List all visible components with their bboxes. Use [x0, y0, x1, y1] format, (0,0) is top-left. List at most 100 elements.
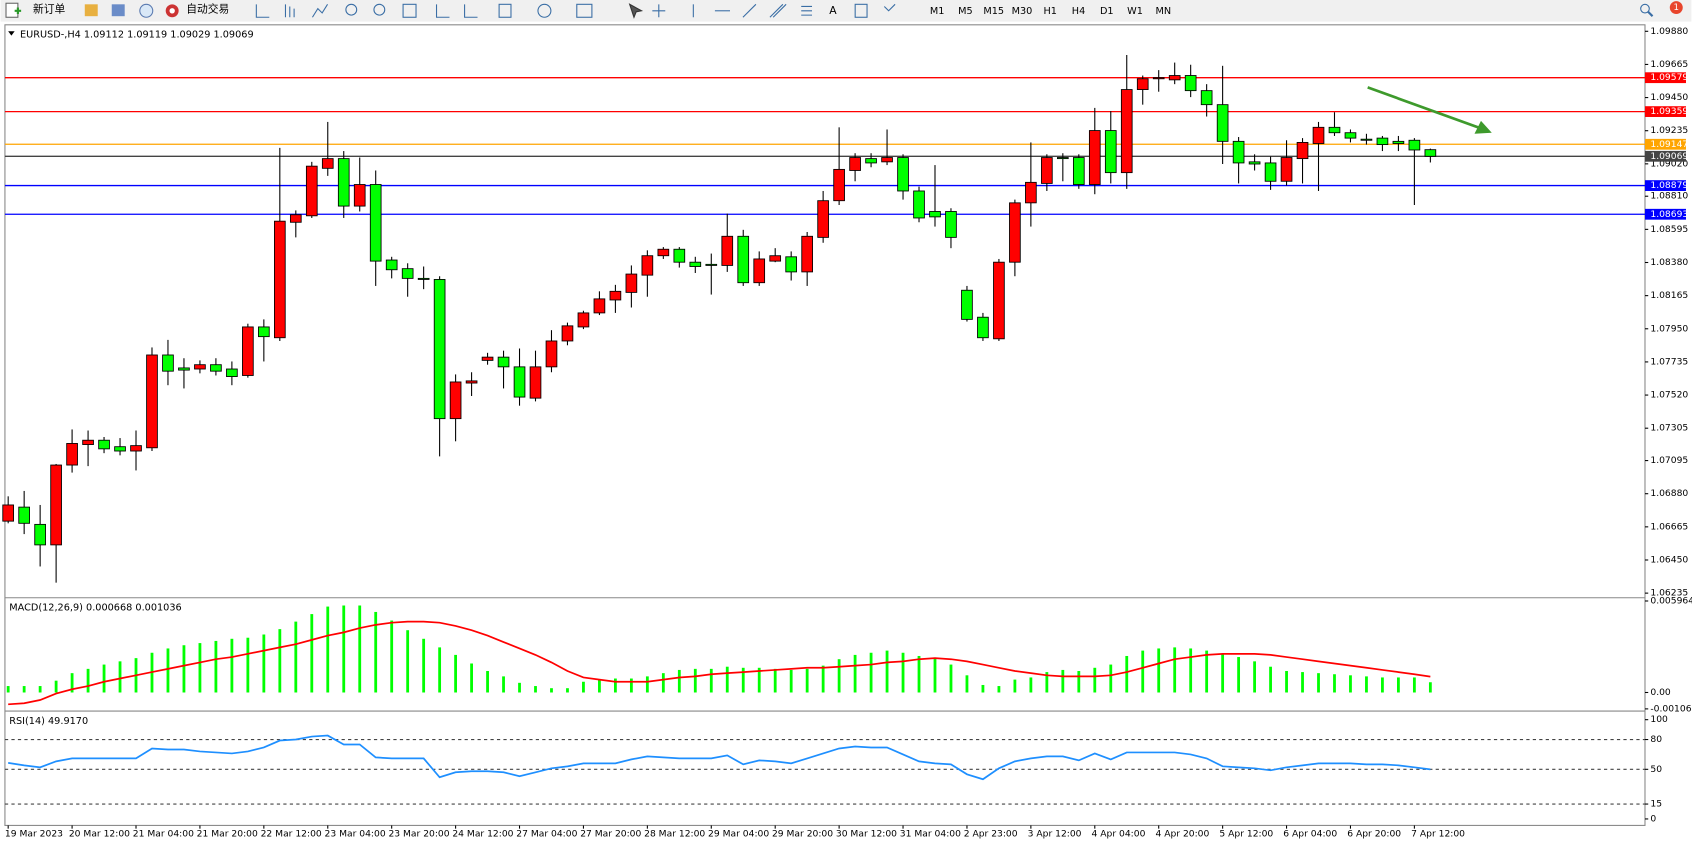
candle-body [1376, 137, 1389, 146]
macd-bar [70, 673, 74, 693]
rsi-title: RSI(14) 49.9170 [9, 716, 88, 727]
y-tick-label: 1.08810 [1650, 191, 1688, 202]
candle-body [1328, 126, 1341, 134]
candle-body [1168, 75, 1181, 81]
macd-bar [1301, 672, 1304, 693]
candle-body [513, 366, 526, 398]
candle-body [817, 200, 829, 238]
y-tick-label: 1.08165 [1650, 290, 1688, 301]
candle-body [1216, 104, 1229, 142]
candle-body [130, 445, 142, 452]
tool-icons[interactable] [255, 3, 896, 19]
macd-bar [1061, 669, 1065, 693]
timeframe-button[interactable]: M1 [930, 6, 945, 17]
macd-bar [566, 688, 569, 693]
timeframe-button[interactable]: M15 [983, 6, 1004, 17]
auto-trading-button[interactable]: 自动交易 [165, 3, 230, 18]
plot: 1.09880 1.09665 1.09450 1.09235 1.09020 1.088… [2, 26, 1692, 840]
candle-body [114, 446, 126, 452]
macd-bar [757, 667, 761, 693]
price-label-box [1644, 150, 1686, 162]
candle-body [242, 326, 254, 376]
macd-bar [326, 606, 330, 693]
candle-body [226, 368, 238, 377]
macd-bar [1381, 677, 1384, 693]
candle-body [258, 326, 270, 338]
macd-bar [821, 665, 825, 693]
candle-body [50, 464, 62, 546]
y-tick-label: 1.06450 [1650, 554, 1688, 565]
candle-body [1408, 139, 1421, 151]
candle-body [1072, 157, 1085, 185]
candle-body [1312, 126, 1325, 144]
icon[interactable] [84, 4, 98, 17]
timeframe-bar: M1 M5 M15 M30 H1 H4 D1 W1 MN [930, 6, 1171, 17]
candle-body [609, 290, 622, 301]
icon[interactable] [111, 4, 125, 17]
candle-body [1136, 78, 1149, 90]
auto-trading-label[interactable]: 自动交易 [186, 3, 229, 16]
macd-bar [741, 667, 745, 693]
candle-body [273, 220, 286, 339]
timeframe-button[interactable]: D1 [1100, 6, 1114, 17]
macd-bar [805, 668, 809, 693]
candle-body [481, 356, 494, 361]
candle-body [545, 340, 558, 368]
x-tick-label: 5 Apr 12:00 [1219, 829, 1273, 840]
macd-bar [470, 663, 473, 693]
notification-count[interactable]: 1 [1674, 3, 1680, 13]
indicator-line [8, 620, 1431, 706]
macd-bar [1269, 666, 1272, 693]
macd-bar [677, 669, 681, 693]
new-order-label[interactable]: 新订单 [33, 3, 66, 16]
candle-body [1152, 77, 1165, 80]
timeframe-button[interactable]: M30 [1012, 6, 1033, 17]
timeframe-button[interactable]: H4 [1072, 6, 1085, 17]
candle-body [881, 157, 893, 163]
candle-body [66, 443, 78, 466]
x-tick-label: 4 Apr 04:00 [1092, 829, 1146, 840]
macd-bar [1189, 648, 1193, 693]
y-tick-label: 1.07950 [1650, 323, 1688, 334]
candle-body [849, 157, 861, 171]
candle-body [561, 325, 574, 342]
macd-bar [358, 605, 362, 693]
macd-bar [1365, 676, 1368, 693]
timeframe-button[interactable]: MN [1156, 6, 1172, 17]
icon[interactable] [139, 3, 154, 18]
macd-bar [709, 668, 713, 693]
macd-bar [1045, 672, 1049, 693]
macd-bar [486, 671, 489, 693]
macd-bar [182, 645, 186, 693]
notification-badge[interactable] [1669, 1, 1683, 15]
macd-bar [1428, 682, 1432, 693]
candle-body [657, 248, 670, 257]
price-label: 1.08879 [1650, 180, 1688, 191]
search-icon[interactable] [1640, 3, 1650, 14]
y-tick-label: 1.07520 [1650, 390, 1688, 401]
timeframe-button[interactable]: H1 [1044, 6, 1057, 17]
timeframe-button[interactable]: W1 [1127, 6, 1143, 17]
new-order-button[interactable]: 新订单 [5, 2, 66, 18]
candle-body [1360, 138, 1373, 141]
candle-body [1057, 157, 1069, 160]
price-label: 1.09147 [1650, 139, 1688, 150]
price-label-box [1644, 208, 1686, 220]
macd-bar [885, 650, 889, 693]
text-tool[interactable]: A [829, 4, 837, 17]
candle-body [1296, 141, 1309, 160]
macd-bar [853, 654, 857, 693]
macd-bar [1285, 671, 1288, 693]
macd-bar [38, 686, 42, 693]
macd-bar [102, 664, 106, 693]
candle-body [1120, 89, 1133, 174]
timeframe-button[interactable]: M5 [958, 6, 973, 17]
macd-bar [917, 655, 921, 693]
x-tick-label: 27 Mar 20:00 [580, 829, 641, 840]
candle-body [865, 158, 877, 164]
x-tick-label: 4 Apr 20:00 [1155, 829, 1209, 840]
macd-bar [1157, 648, 1161, 693]
price-label: 1.09069 [1650, 151, 1688, 162]
candle-body [194, 364, 206, 370]
y-tick-label: 1.09020 [1650, 158, 1688, 169]
